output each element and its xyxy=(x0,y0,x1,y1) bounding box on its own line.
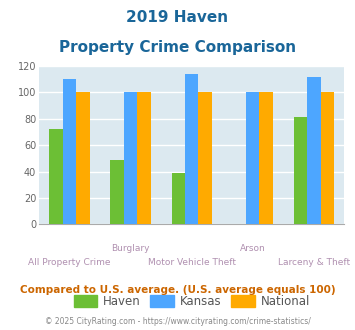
Text: Compared to U.S. average. (U.S. average equals 100): Compared to U.S. average. (U.S. average … xyxy=(20,285,335,295)
Text: Arson: Arson xyxy=(240,244,266,253)
Bar xyxy=(124,92,137,224)
Bar xyxy=(137,92,151,224)
Text: 2019 Haven: 2019 Haven xyxy=(126,10,229,25)
Bar xyxy=(49,129,63,224)
Legend: Haven, Kansas, National: Haven, Kansas, National xyxy=(69,290,315,313)
Bar xyxy=(321,92,334,224)
Bar xyxy=(246,92,260,224)
Text: Larceny & Theft: Larceny & Theft xyxy=(278,258,350,267)
Bar xyxy=(260,92,273,224)
Bar xyxy=(76,92,90,224)
Bar xyxy=(171,173,185,224)
Text: Property Crime Comparison: Property Crime Comparison xyxy=(59,40,296,54)
Bar xyxy=(185,74,198,224)
Text: All Property Crime: All Property Crime xyxy=(28,258,111,267)
Bar xyxy=(110,160,124,224)
Bar xyxy=(294,117,307,224)
Text: © 2025 CityRating.com - https://www.cityrating.com/crime-statistics/: © 2025 CityRating.com - https://www.city… xyxy=(45,317,310,326)
Bar xyxy=(63,79,76,224)
Bar xyxy=(198,92,212,224)
Text: Motor Vehicle Theft: Motor Vehicle Theft xyxy=(148,258,236,267)
Bar xyxy=(307,77,321,224)
Text: Burglary: Burglary xyxy=(111,244,150,253)
